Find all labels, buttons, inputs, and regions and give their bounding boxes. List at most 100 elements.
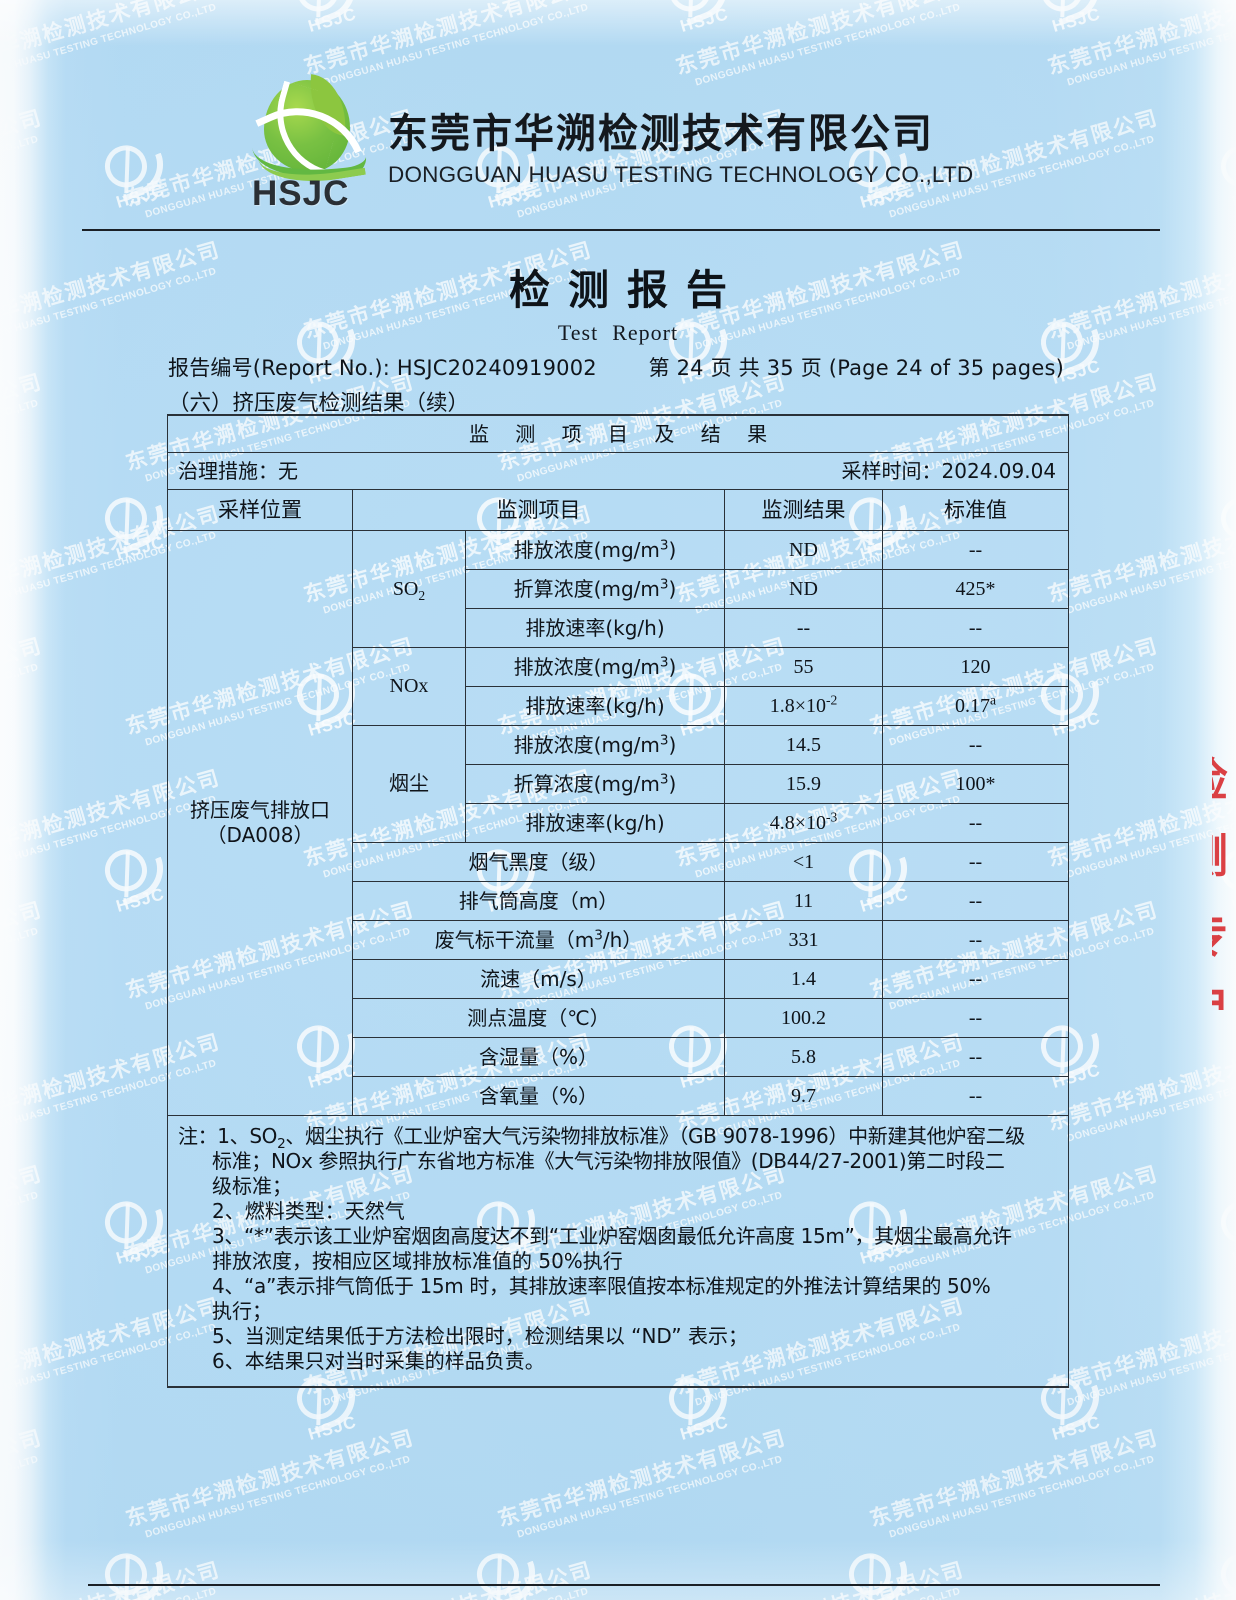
monitoring-result-cell: 5.8 [724,1037,883,1077]
note-1a: 注：1、SO2、烟尘执行《工业炉窑大气污染物排放标准》（GB 9078-1996… [178,1124,1025,1152]
note-1b: 标准；NOx 参照执行广东省地方标准《大气污染物排放限值》(DB44/27-20… [212,1149,1005,1173]
table-row: 流速（m/s） 1.4 -- [168,959,1070,999]
note-3b: 排放浓度，按相应区域排放标准值的 50%执行 [212,1249,623,1273]
monitoring-item-cell: 排放浓度(mg/m3) [465,647,725,687]
standard-value-cell: -- [881,842,1070,882]
report-meta-row: 报告编号(Report No.): HSJC20240919002 第 24 页… [168,352,1064,382]
standard-value-cell: -- [881,998,1070,1038]
footer-divider [88,1584,1160,1586]
monitoring-result-cell: 11 [724,881,883,921]
page-subtitle-test: Test [557,320,599,345]
monitoring-item-cell: 排放速率(kg/h) [465,608,725,648]
monitoring-result-cell: ND [724,569,883,609]
table-row: 折算浓度(mg/m3) 15.9 100* [168,764,1070,804]
monitoring-result-cell: 1.8×10-2 [724,686,883,726]
company-name-cn: 东莞市华溯检测技术有限公司 [388,111,934,157]
monitoring-item-cell: 含氧量（%） [352,1076,725,1116]
logo-wordmark: HSJC [252,174,350,213]
page-number: 第 24 页 共 35 页 (Page 24 of 35 pages) [648,356,1064,380]
page-subtitle-report: Report [612,320,679,345]
monitoring-result-cell: 100.2 [724,998,883,1038]
standard-value-cell: -- [881,725,1070,765]
monitoring-item-cell: 排放浓度(mg/m3) [465,725,725,765]
sampling-location-line1: 挤压废气排放口 [190,798,330,822]
page-title: 检测报告 [509,266,745,314]
note-4b: 执行； [212,1299,272,1323]
monitoring-item-cell: 排放浓度(mg/m3) [465,530,725,570]
treatment-measure: 治理措施：无 [178,458,298,483]
monitoring-item-cell: 折算浓度(mg/m3) [465,764,725,804]
table-banner-row: 监 测 项 目 及 结 果 [166,414,1070,453]
table-subhead-row: 治理措施：无 采样时间：2024.09.04 [166,452,1070,490]
page-subtitle: Test Report [0,320,1236,346]
standard-value-cell: -- [881,803,1070,843]
standard-value-cell: -- [881,920,1070,960]
note-1c: 级标准； [212,1174,292,1198]
table-row: 排放速率(kg/h) 1.8×10-2 0.17a [168,686,1070,726]
table-row: 含氧量（%） 9.7 -- [168,1076,1070,1116]
sampling-location-cell: 挤压废气排放口 （DA008） [167,530,353,1116]
monitoring-result-cell: <1 [724,842,883,882]
table-row: 挤压废气排放口 （DA008） SO2 排放浓度(mg/m3) ND -- [167,530,1070,1116]
note-3a: 3、“*”表示该工业炉窑烟囱高度达不到“工业炉窑烟囱最低允许高度 15m”，其烟… [212,1224,1012,1248]
standard-value-cell: -- [881,1076,1070,1116]
company-logo-icon: HSJC [250,74,372,213]
monitoring-result-cell: 55 [724,647,883,687]
standard-value-cell: 425* [881,569,1070,609]
monitoring-item-cell: 含湿量（%） [352,1037,725,1077]
sampling-location-line2: （DA008） [206,823,314,847]
table-header-row: 采样位置 监测项目 监测结果 标准值 [167,489,1070,531]
standard-value-cell: 120 [881,647,1070,687]
pollutant-group-cell: NOx [352,647,466,726]
monitoring-item-cell: 废气标干流量（m3/h） [352,920,725,960]
note-6: 6、本结果只对当时采集的样品负责。 [212,1349,545,1373]
col-header-location: 采样位置 [167,489,353,531]
monitoring-result-cell: 14.5 [724,725,883,765]
table-notes-row: 注：1、SO2、烟尘执行《工业炉窑大气污染物排放标准》（GB 9078-1996… [166,1115,1070,1388]
pollutant-group-cell: SO2 [352,530,466,648]
table-row: 烟气黑度（级） <1 -- [168,842,1070,882]
table-row: 排放速率(kg/h) -- -- [168,608,1070,648]
red-seal-stamp: 检 测 专 用 [1212,742,1236,1010]
monitoring-item-cell: 测点温度（℃） [352,998,725,1038]
company-name-block: 东莞市华溯检测技术有限公司 DONGGUAN HUASU TESTING TEC… [388,78,973,188]
standard-value-cell: -- [881,1037,1070,1077]
note-5: 5、当测定结果低于方法检出限时，检测结果以 “ND” 表示； [212,1324,748,1348]
monitoring-item-cell: 排气筒高度（m） [352,881,725,921]
standard-value-cell: 100* [881,764,1070,804]
letterhead: HSJC 东莞市华溯检测技术有限公司 DONGGUAN HUASU TESTIN… [250,74,1070,218]
standard-value-cell: -- [881,530,1070,570]
col-header-standard: 标准值 [881,489,1070,531]
monitoring-item-cell: 折算浓度(mg/m3) [465,569,725,609]
monitoring-item-cell: 烟气黑度（级） [352,842,725,882]
company-name-en: DONGGUAN HUASU TESTING TECHNOLOGY CO.,LT… [388,161,974,187]
monitoring-result-cell: 331 [724,920,883,960]
note-4a: 4、“a”表示排气筒低于 15m 时，其排放速率限值按本标准规定的外推法计算结果… [212,1274,991,1298]
monitoring-result-cell: 4.8×10-3 [724,803,883,843]
table-row: 排放速率(kg/h) 4.8×10-3 -- [168,803,1070,843]
sampling-time: 采样时间：2024.09.04 [841,458,1057,483]
section-heading: （六）挤压废气检测结果（续） [168,391,470,416]
standard-value-cell: 0.17a [881,686,1070,726]
standard-value-cell: -- [881,959,1070,999]
monitoring-result-cell: 1.4 [724,959,883,999]
monitoring-results-table: 监 测 项 目 及 结 果 治理措施：无 采样时间：2024.09.04 采样位… [166,414,1070,1388]
table-subhead: 治理措施：无 采样时间：2024.09.04 [166,452,1070,490]
monitoring-item-cell: 排放速率(kg/h) [465,803,725,843]
table-row: 烟尘 排放浓度(mg/m3) 14.5 -- [168,725,1070,843]
pollutant-group-cell: 烟尘 [352,725,466,843]
monitoring-item-cell: 排放速率(kg/h) [465,686,725,726]
monitoring-item-cell: 流速（m/s） [352,959,725,999]
col-header-item: 监测项目 [352,489,725,531]
col-header-result: 监测结果 [724,489,883,531]
table-row: 含湿量（%） 5.8 -- [168,1037,1070,1077]
standard-value-cell: -- [881,881,1070,921]
note-2: 2、燃料类型：天然气 [212,1199,405,1223]
table-notes: 注：1、SO2、烟尘执行《工业炉窑大气污染物排放标准》（GB 9078-1996… [166,1115,1070,1388]
monitoring-result-cell: -- [724,608,883,648]
monitoring-result-cell: 9.7 [724,1076,883,1116]
table-row: 排气筒高度（m） 11 -- [168,881,1070,921]
table-banner: 监 测 项 目 及 结 果 [166,414,1070,453]
monitoring-result-cell: ND [724,530,883,570]
